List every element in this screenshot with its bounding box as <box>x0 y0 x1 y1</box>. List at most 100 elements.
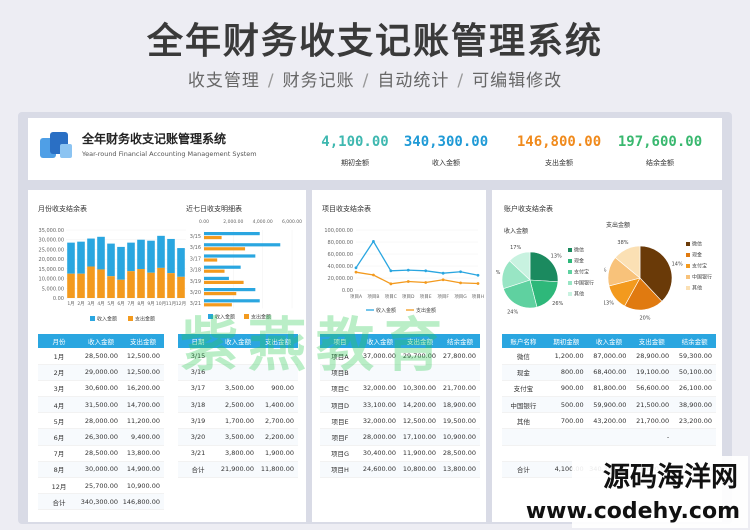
project-cell: 28,500.00 <box>440 445 480 462</box>
monthly-legend-label: 支出金额 <box>135 316 155 323</box>
monthly-income-bar <box>157 235 165 268</box>
monthly-cell: 28,500.00 <box>80 445 122 462</box>
account-cell: 1,200.00 <box>544 348 588 365</box>
project-line-chart: 100,000.00 80,000.00 60,000.00 40,000.00 20,… <box>324 228 484 314</box>
monthly-cell: 340,300.00 <box>80 493 122 511</box>
week-ytick: 3/15 <box>190 234 201 240</box>
kpi-opening-value: 4,100.00 <box>321 134 389 150</box>
project-col-header: 项目 <box>320 334 360 348</box>
monthly-expense-bar <box>127 271 135 298</box>
week-cell: 3,800.00 <box>218 445 258 462</box>
week-cell: 3/21 <box>178 445 218 462</box>
account-row: 现金 800.00 68,400.00 19,100.00 50,100.00 <box>502 364 716 381</box>
monthly-income-bar <box>97 236 105 270</box>
hero-sub-4: 可编辑修改 <box>472 71 563 91</box>
kpi-income: 340,300.00 收入金额 <box>401 134 491 168</box>
app-logo-icon <box>38 128 74 164</box>
monthly-income-bar <box>67 242 75 274</box>
pie-income-title: 收入金额 <box>504 228 529 235</box>
project-xtick: 项目A <box>350 294 363 300</box>
project-cell: 项目F <box>320 428 360 446</box>
project-point <box>459 281 462 285</box>
project-cell: 项目H <box>320 461 360 479</box>
project-cell: 项目E <box>320 412 360 430</box>
week-bar-chart: 0.00 2,000.00 4,000.00 6,000.00 3/15 3/16 3/17… <box>190 219 302 321</box>
project-row: 项目A 37,000.00 29,700.00 27,800.00 <box>320 348 480 365</box>
kpi-opening: 4,100.00 期初金额 <box>310 134 400 168</box>
expense-pie-legend-label: 支付宝 <box>692 263 707 270</box>
week-income-bar <box>204 243 281 247</box>
monthly-cell: 12,500.00 <box>122 348 164 365</box>
account-cell: 26,100.00 <box>673 380 716 398</box>
monthly-cell: 13,800.00 <box>122 445 164 462</box>
week-cell: 合计 <box>178 461 218 479</box>
account-title: 账户收支结余表 <box>504 205 553 213</box>
monthly-cell: 16,200.00 <box>122 380 164 398</box>
project-cell: 项目A <box>320 348 360 365</box>
account-col-header: 期初金额 <box>544 334 588 348</box>
account-row: 中国银行 500.00 59,900.00 21,500.00 38,900.00 <box>502 396 716 414</box>
account-table: 账户名称 期初金额 收入金额 支出金额 结余金额 微信 1,200.00 87,000.00… <box>502 334 716 479</box>
monthly-row: 1月 28,500.00 12,500.00 <box>38 348 164 365</box>
week-legend-swatch <box>244 314 249 319</box>
week-ytick: 3/18 <box>190 268 201 274</box>
project-cell: 28,000.00 <box>360 428 400 446</box>
monthly-expense-bar <box>157 267 165 298</box>
account-cell: 23,200.00 <box>673 412 716 430</box>
week-income-bar <box>204 299 260 303</box>
kpi-income-value: 340,300.00 <box>403 134 489 150</box>
monthly-expense-bar <box>67 273 75 298</box>
project-series-line <box>355 271 479 285</box>
project-point <box>441 278 445 282</box>
monthly-income-bar <box>87 238 95 267</box>
kpi-expense-value: 146,800.00 <box>516 134 602 150</box>
monthly-income-bar <box>177 248 185 277</box>
monthly-xtick: 2月 <box>77 301 84 307</box>
monthly-col-header: 收入金额 <box>80 334 122 348</box>
project-cell <box>440 364 480 381</box>
project-ytick: 40,000.00 <box>328 264 353 270</box>
kpi-balance: 197,600.00 结余金额 <box>615 134 705 168</box>
week-income-bar <box>204 254 256 258</box>
project-row: 项目G 30,400.00 11,900.00 28,500.00 <box>320 445 480 462</box>
monthly-row: 6月 26,300.00 9,400.00 <box>38 428 164 446</box>
monthly-xtick: 4月 <box>97 301 104 307</box>
panel-project: 项目收支结余表 100,000.00 80,000.00 60,000.00 40,0… <box>312 190 486 522</box>
expense-pie-legend-label: 其他 <box>692 285 702 292</box>
account-cell <box>587 445 631 462</box>
monthly-cell: 6月 <box>38 428 80 446</box>
week-cell: 1,400.00 <box>258 396 298 414</box>
monthly-cell: 7月 <box>38 445 80 462</box>
account-col-header: 收入金额 <box>587 334 631 348</box>
monthly-cell: 29,000.00 <box>80 364 122 381</box>
week-col-header: 日期 <box>178 334 218 348</box>
week-cell: 3/18 <box>178 396 218 414</box>
account-cell: 340,300.00 <box>587 461 631 479</box>
monthly-expense-bar <box>117 279 125 298</box>
monthly-cell: 25,700.00 <box>80 477 122 495</box>
project-cell: 12,500.00 <box>400 412 440 430</box>
week-cell: 3/16 <box>178 364 218 381</box>
week-cell: 1,700.00 <box>218 412 258 430</box>
project-xtick: 项目F <box>437 294 449 300</box>
project-point <box>476 273 480 277</box>
account-cell <box>673 428 716 446</box>
week-xtick: 0.00 <box>199 219 209 225</box>
monthly-expense-bar <box>107 276 115 298</box>
monthly-xtick: 5月 <box>107 301 114 307</box>
expense-pie-pct-label: 38% <box>617 240 628 246</box>
monthly-row: 2月 29,000.00 12,500.00 <box>38 364 164 381</box>
pie-expense-title: 支出金额 <box>606 222 631 229</box>
week-cell: 1,900.00 <box>258 445 298 462</box>
monthly-row: 4月 31,500.00 14,700.00 <box>38 396 164 414</box>
monthly-income-bar <box>137 239 145 270</box>
account-cell: 支付宝 <box>502 380 545 398</box>
expense-pie-slice <box>639 245 673 302</box>
monthly-cell: 28,500.00 <box>80 348 122 365</box>
monthly-cell: 8月 <box>38 461 80 479</box>
week-cell: 3/20 <box>178 428 218 446</box>
monthly-ytick: 15,000.00 <box>39 267 64 273</box>
week-income-bar <box>204 276 229 280</box>
project-xtick: 项目D <box>402 294 415 300</box>
monthly-income-bar <box>147 240 155 273</box>
